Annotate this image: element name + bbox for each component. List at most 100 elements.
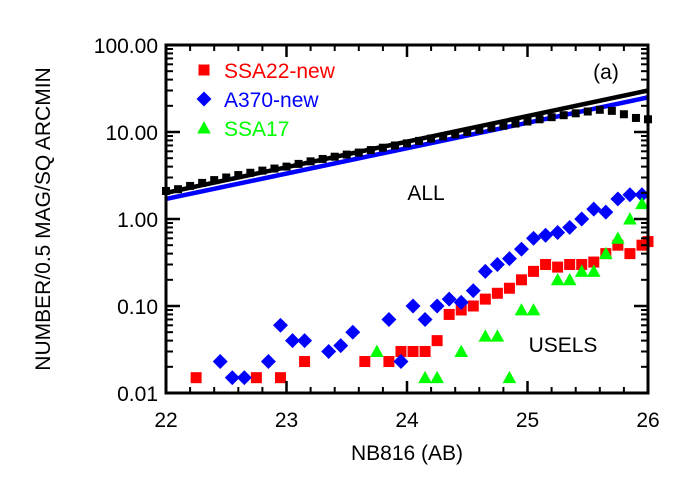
point-all-2 (186, 181, 195, 190)
point-ssa17-14 (611, 231, 625, 244)
point-a370-new-20 (501, 251, 517, 267)
y-tick-label: 100.00 (94, 35, 158, 58)
point-ssa17-9 (550, 272, 565, 286)
point-ssa17-12 (586, 264, 601, 277)
point-all-21 (415, 136, 424, 145)
point-ssa22-new-5 (383, 356, 395, 368)
point-a370-new-28 (598, 204, 614, 220)
point-ssa22-new-24 (612, 239, 624, 251)
legend-marker-1 (196, 91, 212, 107)
point-a370-new-6 (297, 333, 313, 349)
point-ssa17-16 (635, 196, 649, 210)
legend-label-1: A370-new (224, 89, 319, 112)
point-a370-new-23 (538, 227, 554, 243)
point-ssa17-10 (562, 272, 577, 286)
point-all-17 (366, 146, 375, 155)
point-ssa22-new-25 (624, 248, 636, 260)
point-all-16 (354, 148, 363, 157)
legend-label-0: SSA22-new (224, 60, 336, 83)
point-ssa17-8 (526, 303, 541, 316)
point-ssa22-new-6 (395, 345, 407, 357)
point-ssa17-2 (430, 370, 444, 384)
point-all-3 (198, 178, 207, 187)
point-all-13 (318, 154, 327, 163)
point-a370-new-18 (477, 263, 493, 279)
point-ssa22-new-18 (540, 258, 552, 270)
point-a370-new-10 (381, 311, 397, 327)
point-all-19 (390, 141, 399, 150)
point-all-24 (451, 130, 460, 139)
point-ssa22-new-8 (419, 345, 431, 357)
point-all-31 (535, 115, 544, 124)
point-a370-new-29 (610, 191, 626, 207)
point-all-1 (174, 185, 183, 194)
point-ssa22-new-13 (479, 293, 491, 305)
point-a370-new-19 (489, 257, 505, 272)
point-all-32 (547, 113, 556, 122)
point-a370-new-26 (574, 211, 590, 227)
point-all-37 (607, 106, 616, 115)
point-a370-new-14 (429, 298, 445, 314)
point-all-15 (342, 150, 351, 159)
point-ssa17-6 (502, 370, 517, 384)
point-all-35 (583, 107, 592, 116)
point-all-30 (523, 117, 532, 126)
point-ssa22-new-19 (552, 261, 564, 273)
point-all-12 (306, 157, 315, 166)
point-ssa17-7 (514, 303, 529, 316)
point-a370-new-9 (345, 324, 361, 340)
legend-marker-0 (198, 64, 210, 76)
point-all-20 (403, 139, 411, 148)
panel-label: (a) (593, 61, 619, 84)
point-all-10 (282, 162, 291, 171)
point-ssa22-new-12 (467, 300, 479, 312)
point-ssa22-new-7 (407, 345, 419, 357)
point-a370-new-24 (550, 224, 566, 240)
point-all-34 (571, 109, 580, 118)
point-all-5 (222, 173, 231, 182)
y-tick-label: 0.01 (117, 383, 158, 406)
point-ssa22-new-3 (299, 356, 311, 368)
x-tick-label: 23 (275, 409, 298, 432)
point-ssa17-3 (454, 344, 469, 357)
point-a370-new-0 (212, 354, 228, 370)
y-axis-label: NUMBER/0.5 MAG/SQ ARCMIN (32, 67, 55, 370)
point-all-11 (294, 159, 303, 168)
point-all-14 (330, 152, 339, 161)
point-all-7 (246, 168, 255, 177)
y-tick-label: 1.00 (117, 209, 158, 232)
point-all-18 (378, 143, 387, 152)
point-a370-new-4 (272, 317, 288, 333)
point-all-38 (619, 110, 628, 119)
point-all-29 (511, 119, 520, 128)
point-ssa17-4 (478, 329, 493, 342)
point-a370-new-11 (393, 354, 409, 370)
point-ssa17-13 (599, 246, 613, 260)
point-a370-new-25 (562, 219, 578, 235)
point-ssa17-1 (418, 370, 432, 384)
axis-ticks (164, 43, 650, 395)
point-a370-new-3 (260, 354, 276, 370)
tick-labels: 22 23 24 25 26 0.01 0.10 1.00 10.00 100.00 (94, 35, 660, 432)
point-ssa17-11 (574, 264, 589, 277)
x-axis-label: NB816 (AB) (351, 442, 463, 465)
point-a370-new-21 (513, 241, 529, 257)
point-ssa22-new-4 (359, 356, 371, 368)
point-ssa22-new-21 (576, 258, 588, 270)
legend-label-2: SSA17 (224, 118, 289, 141)
y-tick-label: 10.00 (105, 122, 158, 145)
point-all-4 (210, 176, 219, 185)
point-a370-new-12 (405, 298, 421, 314)
point-ssa22-new-11 (455, 304, 467, 316)
point-ssa22-new-1 (250, 372, 262, 384)
fit-line-1 (165, 95, 649, 202)
point-all-23 (439, 132, 448, 141)
point-all-33 (559, 111, 568, 120)
point-a370-new-2 (236, 370, 252, 386)
point-ssa17-5 (490, 329, 505, 342)
x-tick-label: 25 (516, 409, 539, 432)
point-a370-new-15 (441, 291, 457, 307)
point-a370-new-8 (333, 338, 349, 354)
point-all-8 (258, 166, 267, 175)
x-tick-label: 26 (636, 409, 659, 432)
